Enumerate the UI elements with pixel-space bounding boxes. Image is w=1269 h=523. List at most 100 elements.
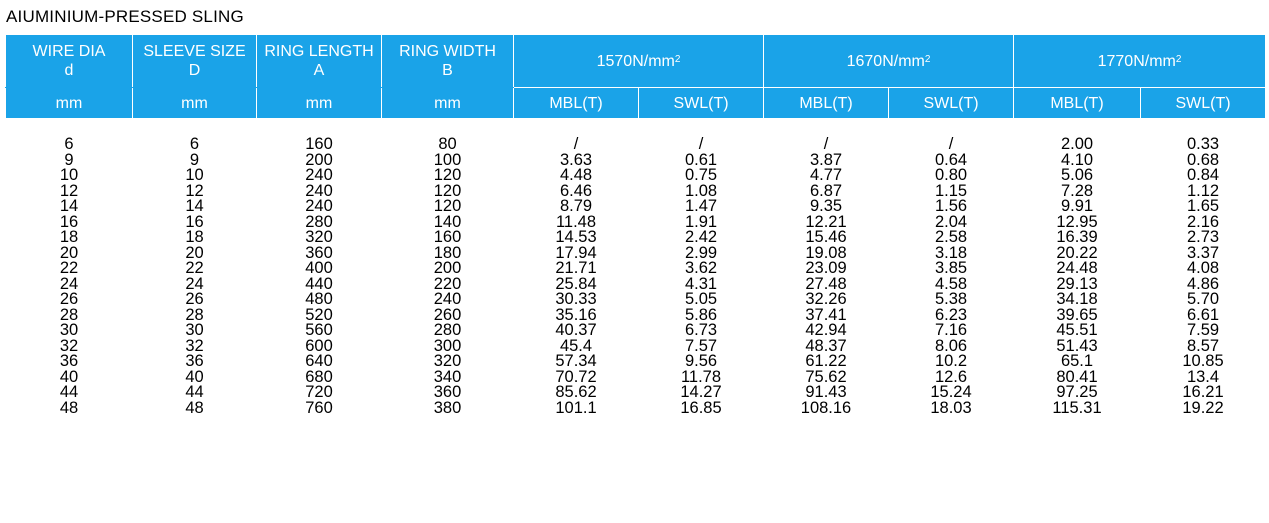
cell-mbl-1570: 4.48 [559, 166, 593, 184]
grade-1770-value: 1770N/mm [1097, 52, 1176, 70]
table-row: 12 12 240 120 6.46 1.08 6.87 1.15 7.28 1.12 [6, 181, 1266, 200]
table-row: 20 20 360 180 17.94 2.99 19.08 3.18 20.22 3.37 [6, 243, 1266, 262]
header-mbl-1670: MBL(T) [763, 87, 889, 118]
cell-ring-length: 400 [305, 259, 333, 277]
header-ring-length-label: RING LENGTH [264, 43, 374, 60]
cell-mbl-1770: 45.51 [1056, 321, 1098, 339]
cell-ring-width: 120 [433, 166, 462, 184]
cell-ring-length: 360 [305, 243, 333, 262]
cell-ring-width: 140 [433, 212, 462, 231]
table-row: 22 22 400 200 21.71 3.62 23.09 3.85 24.48 4.08 [6, 259, 1266, 277]
cell-ring-length: 680 [305, 367, 333, 386]
cell-ring-length: 440 [305, 274, 333, 293]
cell-mbl-1570: / [573, 135, 579, 153]
cell-ring-length: 520 [305, 305, 333, 324]
cell-ring-width: 180 [433, 243, 462, 262]
cell-mbl-1770: 97.25 [1056, 383, 1098, 401]
cell-mbl-1570: 21.71 [555, 259, 597, 277]
grade-1770-exp: 2 [1175, 53, 1182, 65]
header-ring-length: RING LENGTH A [256, 35, 382, 88]
grade-1570-exp: 2 [674, 53, 681, 65]
cell-mbl-1670: 4.77 [809, 166, 843, 184]
cell-swl-1770: 10.85 [1182, 352, 1224, 370]
cell-swl-1770: 8.57 [1186, 336, 1220, 355]
cell-ring-length: 720 [305, 383, 333, 401]
cell-swl-1670: 1.15 [934, 181, 968, 200]
header-grade-1670: 1670N/mm2 [763, 35, 1014, 88]
table-row: 32 32 600 300 45.4 7.57 48.37 8.06 51.43 8.57 [6, 336, 1266, 355]
header-mbl-1570: MBL(T) [513, 87, 639, 118]
cell-swl-1770: 6.61 [1186, 305, 1220, 324]
cell-sleeve-size: 6 [189, 135, 200, 153]
table-row: 24 24 440 220 25.84 4.31 27.48 4.58 29.13 4.86 [6, 274, 1266, 293]
header-sleeve-size: SLEEVE SIZE D [132, 35, 257, 88]
cell-mbl-1770: 5.06 [1060, 166, 1094, 184]
cell-swl-1770: 1.12 [1186, 181, 1220, 200]
cell-swl-1770: 0.33 [1186, 135, 1220, 153]
cell-swl-1570: 1.08 [684, 181, 718, 200]
cell-wire-dia: 28 [59, 305, 79, 324]
cell-ring-length: 240 [305, 197, 333, 215]
cell-mbl-1670: 9.35 [809, 197, 843, 215]
cell-ring-length: 200 [305, 150, 333, 169]
header-grade-1770: 1770N/mm2 [1013, 35, 1266, 88]
unit-ring-length: mm [256, 87, 382, 118]
cell-swl-1670: 8.06 [934, 336, 968, 355]
header-wire-dia-symbol: d [64, 62, 74, 79]
cell-ring-width: 380 [433, 398, 462, 417]
table-header: WIRE DIA d SLEEVE SIZE D RING LENGTH A R… [5, 35, 1266, 118]
cell-mbl-1670: 27.48 [805, 274, 847, 293]
cell-swl-1670: 1.56 [934, 197, 968, 215]
cell-mbl-1770: 65.1 [1060, 352, 1094, 370]
cell-sleeve-size: 10 [185, 166, 204, 184]
grade-1670-value: 1670N/mm [846, 52, 925, 70]
cell-wire-dia: 24 [59, 274, 79, 293]
cell-sleeve-size: 44 [185, 383, 204, 401]
cell-mbl-1770: 39.65 [1056, 305, 1098, 324]
table-row: 16 16 280 140 11.48 1.91 12.21 2.04 12.95 2.16 [6, 212, 1266, 231]
cell-sleeve-size: 48 [185, 398, 204, 417]
cell-swl-1770: 1.65 [1186, 197, 1220, 215]
cell-mbl-1770: 12.95 [1056, 212, 1098, 231]
cell-swl-1770: 5.70 [1186, 290, 1220, 308]
cell-mbl-1670: 91.43 [805, 383, 847, 401]
cell-wire-dia: 16 [59, 212, 79, 231]
cell-sleeve-size: 22 [185, 259, 204, 277]
cell-mbl-1770: 51.43 [1056, 336, 1098, 355]
cell-swl-1770: 16.21 [1182, 383, 1224, 401]
cell-mbl-1570: 70.72 [555, 367, 597, 386]
cell-mbl-1570: 35.16 [555, 305, 597, 324]
cell-swl-1570: / [698, 135, 704, 153]
cell-swl-1570: 5.86 [684, 305, 718, 324]
cell-swl-1570: 14.27 [680, 383, 722, 401]
cell-mbl-1770: 16.39 [1056, 228, 1098, 246]
header-ring-length-symbol: A [313, 62, 325, 79]
cell-swl-1770: 2.73 [1186, 228, 1220, 246]
cell-sleeve-size: 32 [185, 336, 204, 355]
cell-swl-1770: 7.59 [1186, 321, 1220, 339]
header-ring-width: RING WIDTH B [381, 35, 514, 88]
cell-wire-dia: 44 [59, 383, 79, 401]
unit-sleeve-size: mm [132, 87, 257, 118]
cell-mbl-1570: 6.46 [559, 181, 593, 200]
cell-sleeve-size: 20 [185, 243, 204, 262]
cell-sleeve-size: 12 [185, 181, 204, 200]
cell-ring-width: 80 [438, 135, 457, 153]
cell-wire-dia: 26 [59, 290, 79, 308]
cell-swl-1770: 4.08 [1186, 259, 1220, 277]
cell-swl-1570: 1.47 [684, 197, 718, 215]
cell-swl-1570: 16.85 [680, 398, 722, 417]
cell-ring-width: 260 [433, 305, 462, 324]
cell-ring-width: 300 [433, 336, 462, 355]
cell-mbl-1670: 6.87 [809, 181, 843, 200]
cell-swl-1670: 2.58 [934, 228, 968, 246]
cell-mbl-1670: 12.21 [805, 212, 847, 231]
cell-wire-dia: 30 [59, 321, 79, 339]
cell-swl-1770: 3.37 [1186, 243, 1220, 262]
cell-sleeve-size: 24 [185, 274, 204, 293]
cell-mbl-1570: 45.4 [559, 336, 593, 355]
cell-wire-dia: 12 [59, 181, 79, 200]
cell-wire-dia: 18 [59, 228, 79, 246]
cell-swl-1770: 2.16 [1186, 212, 1220, 231]
cell-sleeve-size: 18 [185, 228, 204, 246]
